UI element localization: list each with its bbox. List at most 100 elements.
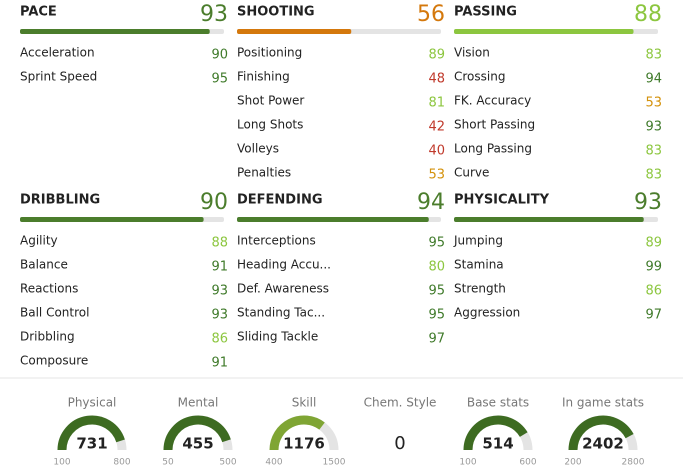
attribute-value: 95 — [428, 236, 445, 251]
attribute-value: 91 — [211, 260, 228, 275]
attribute-name: Volleys — [237, 142, 279, 156]
gauge-max: 2800 — [622, 458, 645, 468]
attribute-value: 83 — [645, 168, 662, 183]
attribute-value: 81 — [428, 96, 445, 111]
attribute-name: Crossing — [454, 70, 505, 84]
gauge-label: Skill — [292, 396, 317, 410]
gauge-label: Physical — [68, 396, 117, 410]
gauge-min: 100 — [53, 458, 70, 468]
attribute-value: 53 — [645, 96, 662, 111]
attribute-value: 83 — [645, 48, 662, 63]
attribute-name: Aggression — [454, 306, 520, 320]
gauge-value: 514 — [482, 435, 513, 453]
attribute-name: Acceleration — [20, 46, 95, 60]
attribute-value: 97 — [428, 332, 445, 347]
bar — [454, 29, 634, 34]
bar-track — [20, 217, 224, 222]
gauge-min: 50 — [162, 458, 174, 468]
group-value: 93 — [200, 2, 228, 27]
attribute-name: Ball Control — [20, 306, 89, 320]
group-name: PASSING — [454, 5, 517, 20]
group-name: PACE — [20, 5, 57, 20]
attribute-name: Finishing — [237, 70, 290, 84]
attribute-name: Agility — [20, 234, 58, 248]
gauge-value: 0 — [394, 433, 405, 454]
attribute-value: 89 — [645, 236, 662, 251]
attribute-value: 42 — [428, 120, 445, 135]
attribute-name: Dribbling — [20, 330, 75, 344]
attribute-name: Jumping — [453, 234, 503, 248]
attribute-name: Penalties — [237, 166, 291, 180]
gauge-value: 731 — [76, 435, 107, 453]
attribute-value: 80 — [428, 260, 445, 275]
gauge-max: 1500 — [323, 458, 346, 468]
attribute-name: FK. Accuracy — [454, 94, 531, 108]
bar-track — [454, 217, 658, 222]
gauge-min: 400 — [265, 458, 282, 468]
group-name: SHOOTING — [237, 5, 315, 20]
bar-track — [237, 217, 441, 222]
group-value: 88 — [634, 2, 662, 27]
attribute-value: 86 — [211, 332, 228, 347]
attribute-name: Sprint Speed — [20, 70, 97, 84]
attribute-name: Curve — [454, 166, 489, 180]
gauge-value: 455 — [182, 435, 213, 453]
gauge-max: 600 — [519, 458, 536, 468]
bar-track — [237, 29, 441, 34]
attribute-value: 86 — [645, 284, 662, 299]
attribute-name: Standing Tac... — [237, 306, 325, 320]
attribute-value: 93 — [211, 308, 228, 323]
gauge-min: 100 — [459, 458, 476, 468]
gauge-max: 800 — [113, 458, 130, 468]
attribute-name: Reactions — [20, 282, 78, 296]
bar — [237, 29, 352, 34]
bar — [237, 217, 429, 222]
attribute-name: Stamina — [454, 258, 504, 272]
attribute-name: Balance — [20, 258, 68, 272]
attribute-value: 89 — [428, 48, 445, 63]
attribute-name: Heading Accu... — [237, 258, 331, 272]
group-value: 56 — [417, 2, 445, 27]
attribute-name: Vision — [454, 46, 490, 60]
attribute-value: 93 — [645, 120, 662, 135]
attribute-value: 94 — [645, 72, 662, 87]
attribute-value: 91 — [211, 356, 228, 371]
attribute-value: 95 — [428, 308, 445, 323]
bar — [20, 217, 204, 222]
attribute-value: 53 — [428, 168, 445, 183]
group-name: DEFENDING — [237, 193, 323, 208]
attribute-name: Long Shots — [237, 118, 303, 132]
attribute-name: Shot Power — [237, 94, 304, 108]
gauge-value: 2402 — [582, 435, 624, 453]
group-name: DRIBBLING — [20, 193, 100, 208]
attribute-name: Long Passing — [454, 142, 532, 156]
attribute-name: Composure — [20, 354, 88, 368]
attribute-name: Positioning — [237, 46, 302, 60]
gauge-arc — [463, 415, 528, 451]
attribute-value: 83 — [645, 144, 662, 159]
attribute-value: 90 — [211, 48, 228, 63]
bar — [20, 29, 210, 34]
gauge-arc — [163, 415, 231, 451]
attribute-name: Def. Awareness — [237, 282, 329, 296]
gauge-arc — [269, 415, 325, 451]
gauge-value: 1176 — [283, 435, 325, 453]
bar-track — [454, 29, 658, 34]
attribute-value: 88 — [211, 236, 228, 251]
gauge-label: In game stats — [562, 396, 644, 410]
attribute-value: 95 — [211, 72, 228, 87]
group-value: 94 — [417, 190, 445, 215]
group-value: 93 — [634, 190, 662, 215]
gauge-max: 500 — [219, 458, 236, 468]
bar-track — [20, 29, 224, 34]
gauge-arc — [568, 415, 634, 451]
attribute-value: 99 — [645, 260, 662, 275]
attribute-name: Sliding Tackle — [237, 330, 318, 344]
attribute-value: 95 — [428, 284, 445, 299]
attribute-value: 97 — [645, 308, 662, 323]
gauge-min: 200 — [564, 458, 581, 468]
attribute-value: 40 — [428, 144, 445, 159]
attribute-name: Interceptions — [237, 234, 316, 248]
gauge-label: Base stats — [467, 396, 529, 410]
